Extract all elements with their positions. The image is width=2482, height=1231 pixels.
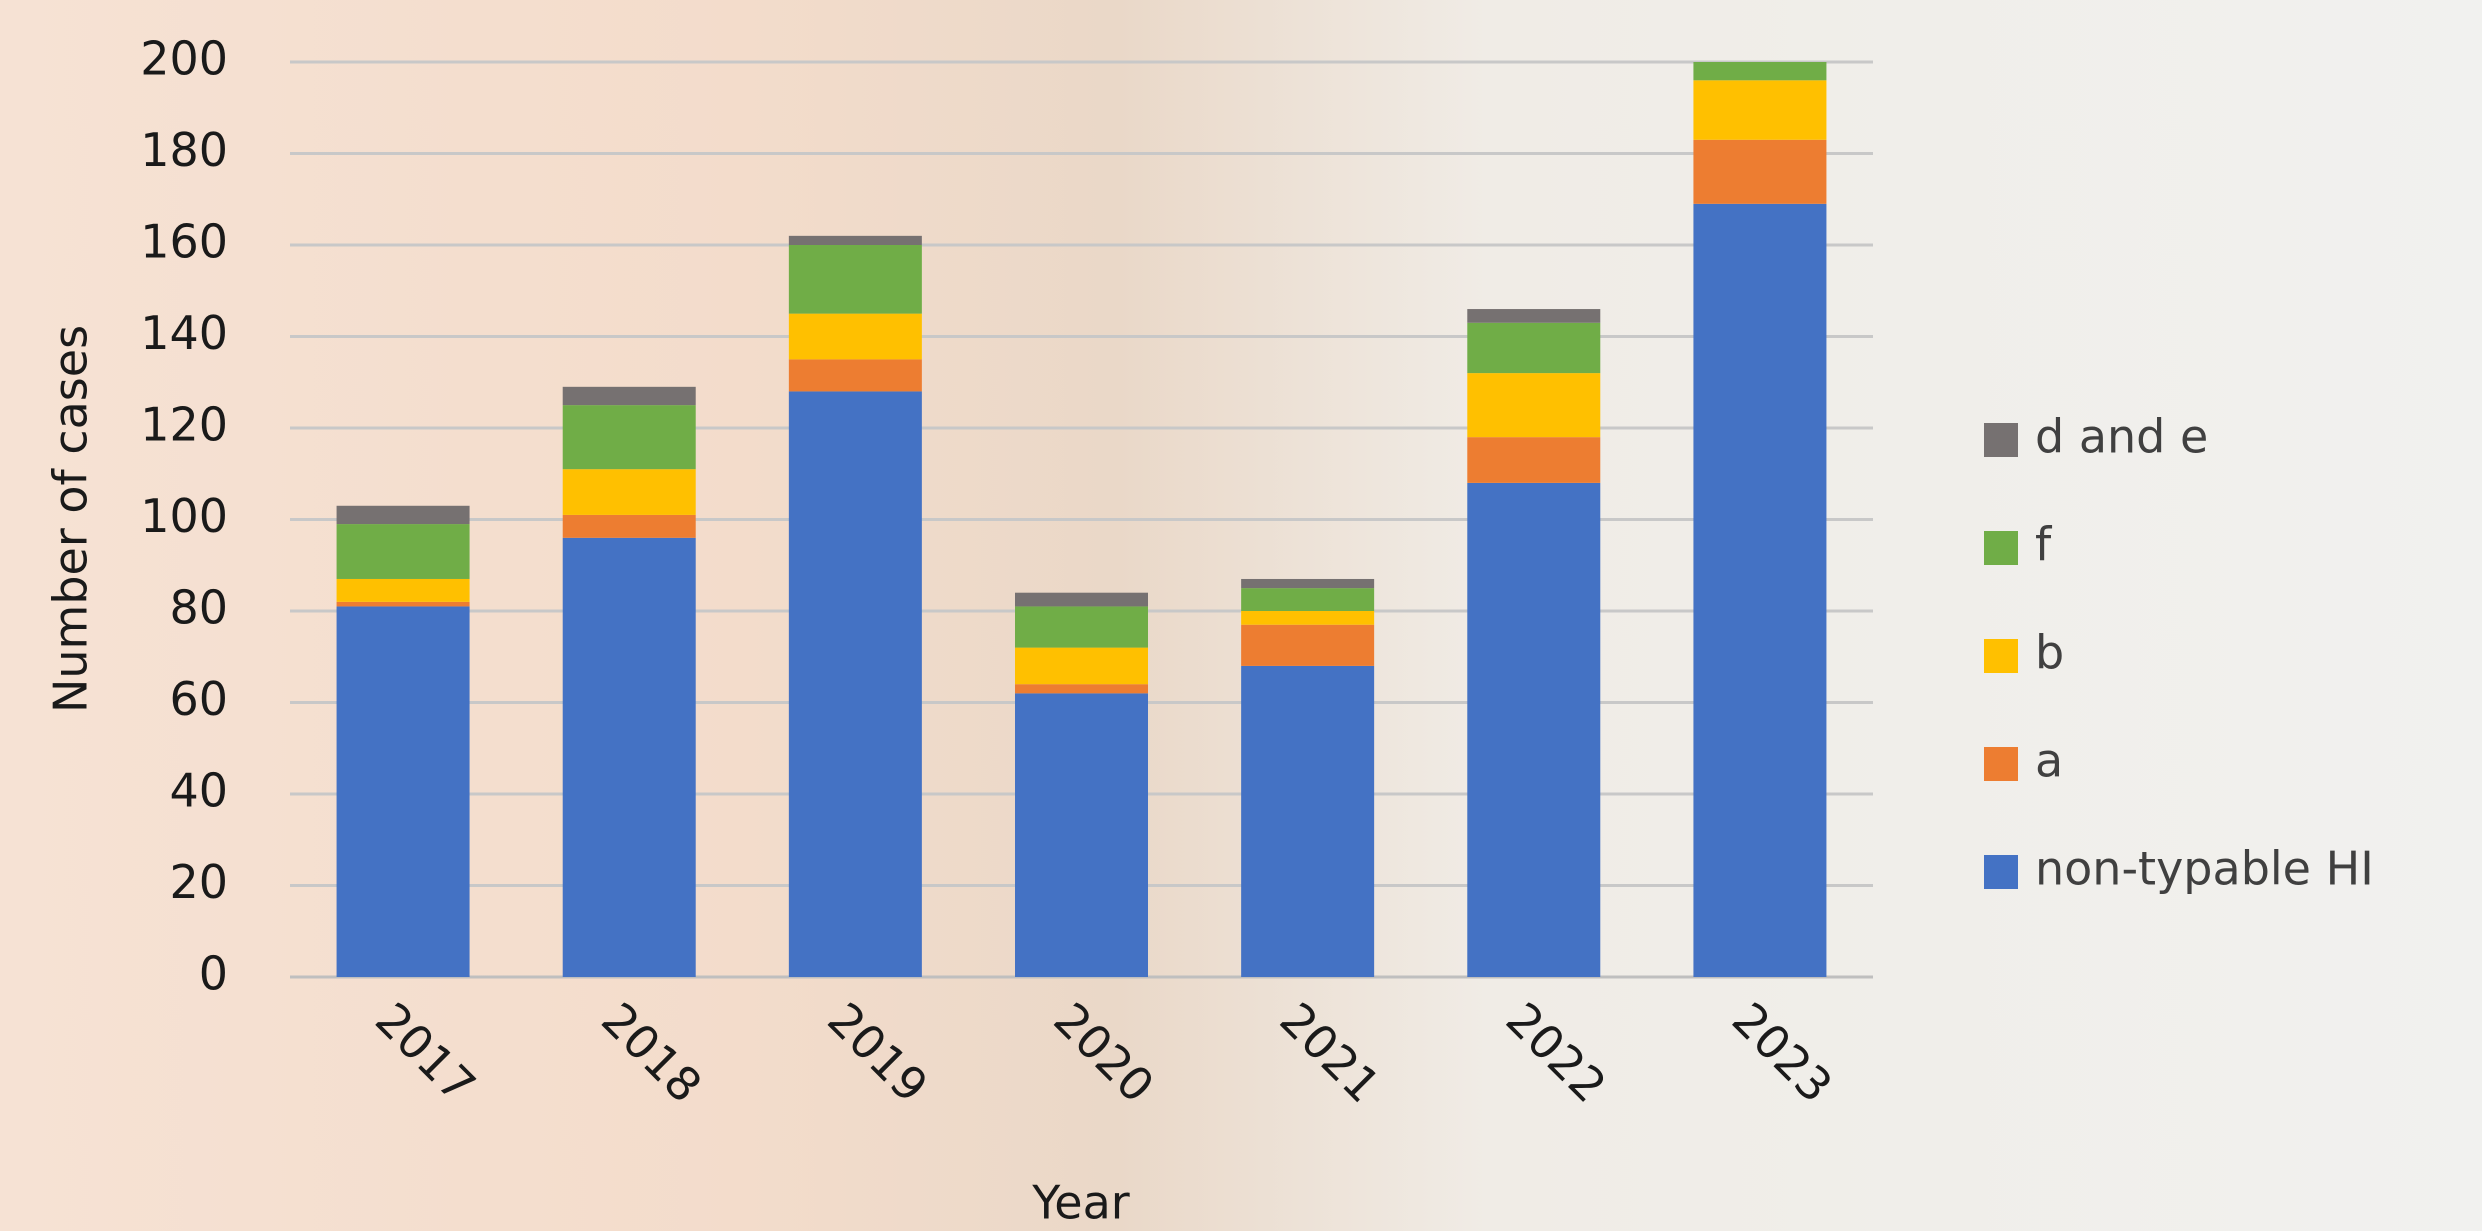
bar-segment <box>1015 606 1148 647</box>
bar-segment <box>1693 140 1826 204</box>
legend-label: a <box>2035 734 2063 788</box>
bar-segment <box>563 515 696 538</box>
bar-segment <box>1241 611 1374 625</box>
bar-segment <box>1015 648 1148 685</box>
bar-segment <box>1015 684 1148 693</box>
bar-segment <box>337 606 470 977</box>
page: 0204060801001201401601802002017201820192… <box>0 0 2482 1231</box>
bar-segment <box>563 387 696 405</box>
bar-segment <box>563 469 696 515</box>
bar-segment <box>1467 437 1600 483</box>
bar-segment <box>789 245 922 314</box>
bar-segment <box>337 524 470 579</box>
bar-segment <box>1467 309 1600 323</box>
legend-swatch <box>1984 747 2018 781</box>
bar-segment <box>1241 666 1374 977</box>
legend-swatch <box>1984 639 2018 673</box>
chart: 0204060801001201401601802002017201820192… <box>0 0 2482 1231</box>
y-axis-title: Number of cases <box>44 325 98 713</box>
bar-segment <box>563 405 696 469</box>
y-tick-label: 120 <box>140 398 228 452</box>
bar-segment <box>1467 483 1600 977</box>
y-tick-label: 20 <box>169 855 228 909</box>
bar-segment <box>789 391 922 977</box>
y-tick-label: 200 <box>140 32 228 86</box>
bar-segment <box>337 506 470 524</box>
bar-segment <box>789 236 922 245</box>
y-tick-label: 140 <box>140 306 228 360</box>
bar-segment <box>1241 625 1374 666</box>
bar-segment <box>789 314 922 360</box>
bar-segment <box>1693 204 1826 977</box>
bar-segment <box>1693 62 1826 80</box>
bar-segment <box>1467 323 1600 373</box>
bar-segment <box>1015 593 1148 607</box>
y-tick-label: 160 <box>140 215 228 269</box>
y-tick-label: 100 <box>140 489 228 543</box>
legend-label: b <box>2035 626 2064 680</box>
legend-swatch <box>1984 423 2018 457</box>
legend-label: d and e <box>2035 410 2208 464</box>
legend-label: f <box>2035 518 2053 572</box>
bar-segment <box>563 538 696 977</box>
legend-label: non-typable HI <box>2035 842 2374 896</box>
bar-segment <box>337 579 470 602</box>
legend-swatch <box>1984 855 2018 889</box>
bar-segment <box>1241 579 1374 588</box>
y-tick-label: 0 <box>199 947 228 1001</box>
y-tick-label: 80 <box>169 581 228 635</box>
y-tick-label: 40 <box>169 764 228 818</box>
bar-segment <box>789 359 922 391</box>
y-tick-label: 180 <box>140 123 228 177</box>
bar-segment <box>337 602 470 607</box>
bar-segment <box>1241 588 1374 611</box>
bar-segment <box>1693 80 1826 139</box>
y-tick-label: 60 <box>169 672 228 726</box>
legend-swatch <box>1984 531 2018 565</box>
bar-segment <box>1015 693 1148 977</box>
bar-segment <box>1467 373 1600 437</box>
x-axis-title: Year <box>1031 1176 1129 1230</box>
